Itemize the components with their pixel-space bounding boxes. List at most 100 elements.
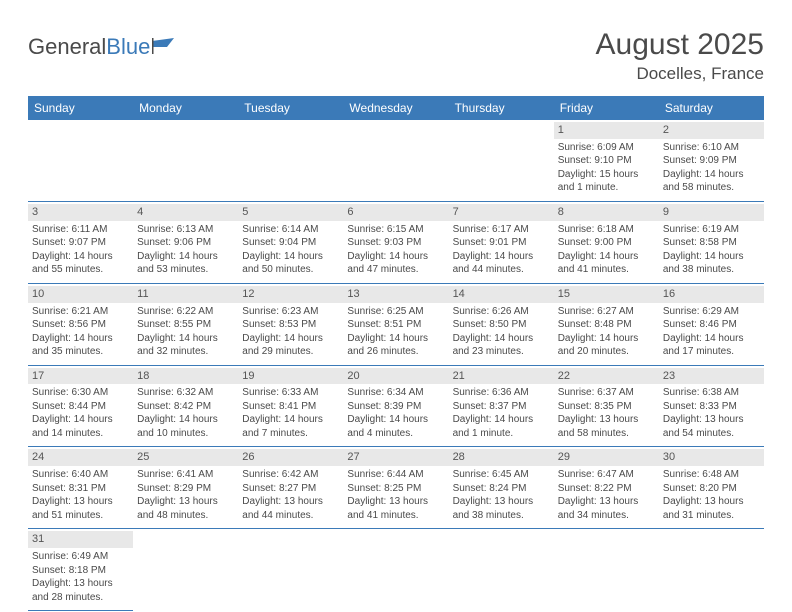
calendar-cell: 27Sunrise: 6:44 AMSunset: 8:25 PMDayligh…	[343, 447, 448, 529]
logo: GeneralBlue	[28, 28, 174, 60]
sunrise-text: Sunrise: 6:27 AM	[558, 305, 655, 319]
daylight-text: and 41 minutes.	[558, 263, 655, 277]
calendar-week-row: 31Sunrise: 6:49 AMSunset: 8:18 PMDayligh…	[28, 529, 764, 611]
calendar-cell: 22Sunrise: 6:37 AMSunset: 8:35 PMDayligh…	[554, 365, 659, 447]
calendar-cell	[28, 120, 133, 201]
daylight-text: and 34 minutes.	[558, 509, 655, 523]
daylight-text: Daylight: 14 hours	[453, 250, 550, 264]
weekday-header: Monday	[133, 96, 238, 120]
daylight-text: and 20 minutes.	[558, 345, 655, 359]
calendar-cell: 28Sunrise: 6:45 AMSunset: 8:24 PMDayligh…	[449, 447, 554, 529]
sunset-text: Sunset: 9:10 PM	[558, 154, 655, 168]
daylight-text: Daylight: 14 hours	[347, 413, 444, 427]
day-number: 6	[343, 204, 448, 221]
daylight-text: and 51 minutes.	[32, 509, 129, 523]
calendar-body: 1Sunrise: 6:09 AMSunset: 9:10 PMDaylight…	[28, 120, 764, 611]
sunrise-text: Sunrise: 6:49 AM	[32, 550, 129, 564]
daylight-text: and 17 minutes.	[663, 345, 760, 359]
daylight-text: and 58 minutes.	[558, 427, 655, 441]
daylight-text: Daylight: 14 hours	[32, 413, 129, 427]
calendar-cell	[659, 529, 764, 611]
sunset-text: Sunset: 8:25 PM	[347, 482, 444, 496]
sunset-text: Sunset: 8:24 PM	[453, 482, 550, 496]
calendar-cell: 23Sunrise: 6:38 AMSunset: 8:33 PMDayligh…	[659, 365, 764, 447]
sunset-text: Sunset: 8:33 PM	[663, 400, 760, 414]
sunset-text: Sunset: 9:07 PM	[32, 236, 129, 250]
calendar-cell	[238, 120, 343, 201]
calendar-cell	[343, 120, 448, 201]
daylight-text: and 1 minute.	[453, 427, 550, 441]
sunset-text: Sunset: 8:31 PM	[32, 482, 129, 496]
daylight-text: Daylight: 14 hours	[347, 332, 444, 346]
daylight-text: Daylight: 14 hours	[347, 250, 444, 264]
day-number: 3	[28, 204, 133, 221]
daylight-text: and 41 minutes.	[347, 509, 444, 523]
sunset-text: Sunset: 9:01 PM	[453, 236, 550, 250]
day-number: 19	[238, 368, 343, 385]
day-number: 20	[343, 368, 448, 385]
sunset-text: Sunset: 8:41 PM	[242, 400, 339, 414]
weekday-header-row: SundayMondayTuesdayWednesdayThursdayFrid…	[28, 96, 764, 120]
calendar-cell: 29Sunrise: 6:47 AMSunset: 8:22 PMDayligh…	[554, 447, 659, 529]
sunset-text: Sunset: 8:56 PM	[32, 318, 129, 332]
day-number: 26	[238, 449, 343, 466]
sunset-text: Sunset: 8:20 PM	[663, 482, 760, 496]
sunrise-text: Sunrise: 6:41 AM	[137, 468, 234, 482]
sunset-text: Sunset: 8:55 PM	[137, 318, 234, 332]
sunrise-text: Sunrise: 6:30 AM	[32, 386, 129, 400]
calendar-week-row: 10Sunrise: 6:21 AMSunset: 8:56 PMDayligh…	[28, 283, 764, 365]
daylight-text: and 47 minutes.	[347, 263, 444, 277]
calendar-cell: 9Sunrise: 6:19 AMSunset: 8:58 PMDaylight…	[659, 201, 764, 283]
day-number: 2	[659, 122, 764, 139]
sunset-text: Sunset: 9:03 PM	[347, 236, 444, 250]
daylight-text: and 58 minutes.	[663, 181, 760, 195]
day-number: 22	[554, 368, 659, 385]
sunrise-text: Sunrise: 6:34 AM	[347, 386, 444, 400]
calendar-cell	[238, 529, 343, 611]
weekday-header: Thursday	[449, 96, 554, 120]
calendar-cell: 2Sunrise: 6:10 AMSunset: 9:09 PMDaylight…	[659, 120, 764, 201]
daylight-text: and 44 minutes.	[242, 509, 339, 523]
calendar-cell: 15Sunrise: 6:27 AMSunset: 8:48 PMDayligh…	[554, 283, 659, 365]
weekday-header: Tuesday	[238, 96, 343, 120]
calendar-cell: 17Sunrise: 6:30 AMSunset: 8:44 PMDayligh…	[28, 365, 133, 447]
daylight-text: and 48 minutes.	[137, 509, 234, 523]
sunrise-text: Sunrise: 6:40 AM	[32, 468, 129, 482]
weekday-header: Wednesday	[343, 96, 448, 120]
daylight-text: Daylight: 14 hours	[453, 413, 550, 427]
sunrise-text: Sunrise: 6:18 AM	[558, 223, 655, 237]
sunrise-text: Sunrise: 6:32 AM	[137, 386, 234, 400]
daylight-text: and 32 minutes.	[137, 345, 234, 359]
calendar-week-row: 1Sunrise: 6:09 AMSunset: 9:10 PMDaylight…	[28, 120, 764, 201]
daylight-text: and 55 minutes.	[32, 263, 129, 277]
calendar-cell: 12Sunrise: 6:23 AMSunset: 8:53 PMDayligh…	[238, 283, 343, 365]
sunset-text: Sunset: 9:00 PM	[558, 236, 655, 250]
location: Docelles, France	[596, 64, 764, 84]
sunset-text: Sunset: 8:29 PM	[137, 482, 234, 496]
daylight-text: Daylight: 13 hours	[137, 495, 234, 509]
sunset-text: Sunset: 8:39 PM	[347, 400, 444, 414]
sunrise-text: Sunrise: 6:21 AM	[32, 305, 129, 319]
day-number: 12	[238, 286, 343, 303]
calendar-cell: 4Sunrise: 6:13 AMSunset: 9:06 PMDaylight…	[133, 201, 238, 283]
sunset-text: Sunset: 9:06 PM	[137, 236, 234, 250]
daylight-text: Daylight: 13 hours	[663, 495, 760, 509]
daylight-text: Daylight: 13 hours	[32, 495, 129, 509]
day-number: 29	[554, 449, 659, 466]
sunrise-text: Sunrise: 6:09 AM	[558, 141, 655, 155]
day-number: 31	[28, 531, 133, 548]
day-number: 7	[449, 204, 554, 221]
sunset-text: Sunset: 9:04 PM	[242, 236, 339, 250]
daylight-text: and 29 minutes.	[242, 345, 339, 359]
daylight-text: and 50 minutes.	[242, 263, 339, 277]
sunrise-text: Sunrise: 6:13 AM	[137, 223, 234, 237]
daylight-text: and 53 minutes.	[137, 263, 234, 277]
day-number: 27	[343, 449, 448, 466]
day-number: 21	[449, 368, 554, 385]
calendar-cell: 3Sunrise: 6:11 AMSunset: 9:07 PMDaylight…	[28, 201, 133, 283]
calendar-table: SundayMondayTuesdayWednesdayThursdayFrid…	[28, 96, 764, 611]
calendar-cell: 26Sunrise: 6:42 AMSunset: 8:27 PMDayligh…	[238, 447, 343, 529]
calendar-cell: 31Sunrise: 6:49 AMSunset: 8:18 PMDayligh…	[28, 529, 133, 611]
daylight-text: Daylight: 14 hours	[663, 332, 760, 346]
title-block: August 2025 Docelles, France	[596, 28, 764, 84]
